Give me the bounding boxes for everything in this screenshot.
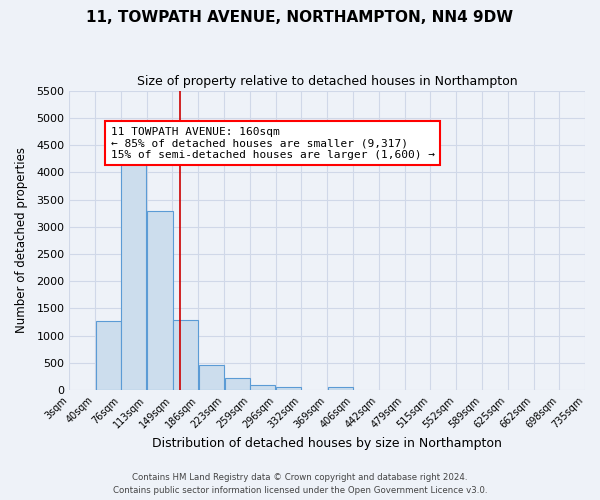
Bar: [147, 212, 173, 390]
Bar: [224, 378, 250, 390]
Title: Size of property relative to detached houses in Northampton: Size of property relative to detached ho…: [137, 75, 517, 88]
Bar: [173, 320, 198, 390]
Text: Contains HM Land Registry data © Crown copyright and database right 2024.
Contai: Contains HM Land Registry data © Crown c…: [113, 474, 487, 495]
Bar: [328, 388, 353, 390]
Bar: [121, 156, 146, 390]
Bar: [96, 321, 121, 390]
Bar: [199, 364, 224, 390]
Y-axis label: Number of detached properties: Number of detached properties: [15, 148, 28, 334]
Text: 11, TOWPATH AVENUE, NORTHAMPTON, NN4 9DW: 11, TOWPATH AVENUE, NORTHAMPTON, NN4 9DW: [86, 10, 514, 25]
Bar: [276, 387, 301, 390]
X-axis label: Distribution of detached houses by size in Northampton: Distribution of detached houses by size …: [152, 437, 502, 450]
Bar: [250, 386, 275, 390]
Text: 11 TOWPATH AVENUE: 160sqm
← 85% of detached houses are smaller (9,317)
15% of se: 11 TOWPATH AVENUE: 160sqm ← 85% of detac…: [110, 126, 434, 160]
